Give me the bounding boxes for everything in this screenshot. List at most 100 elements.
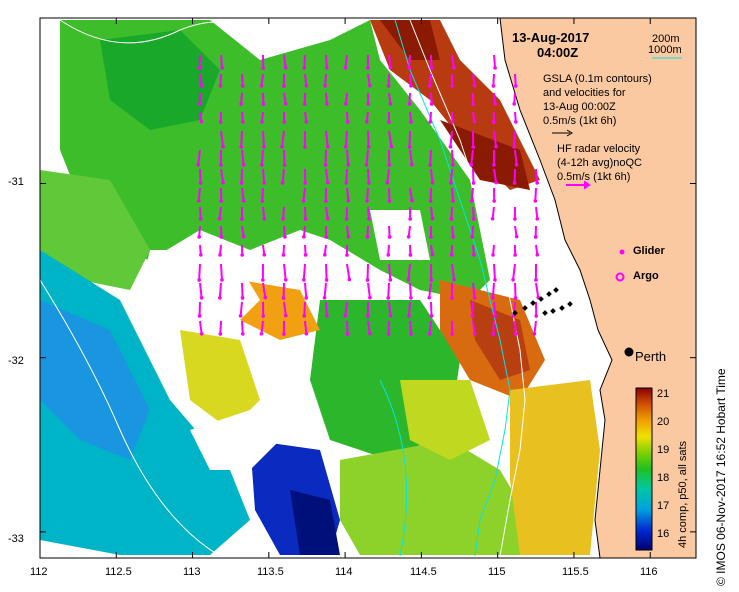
- colorbar-label: 4h comp, p50, all sats: [677, 440, 689, 548]
- velocity-arrowhead: [241, 198, 246, 203]
- velocity-arrow: [346, 187, 350, 201]
- velocity-arrowhead: [471, 217, 476, 221]
- x-tick-label: 113: [183, 566, 201, 578]
- velocity-arrowhead: [218, 296, 222, 300]
- velocity-arrow: [344, 54, 348, 68]
- velocity-arrow: [218, 206, 222, 219]
- velocity-arrow: [220, 54, 224, 68]
- gsla-line1: GSLA (0.1m contours): [543, 73, 652, 85]
- velocity-arrowhead: [451, 235, 455, 239]
- velocity-arrowhead: [301, 278, 306, 282]
- glider-position: [530, 300, 536, 306]
- velocity-arrow: [220, 168, 225, 183]
- velocity-arrow: [451, 263, 456, 280]
- colorbar: [635, 387, 653, 551]
- credit-label: © IMOS 06-Nov-2017 16:52 Hobart Time: [714, 368, 728, 586]
- plot-frame: [39, 17, 697, 559]
- velocity-arrowhead: [343, 65, 348, 70]
- velocity-arrow: [303, 301, 306, 316]
- gsla-scale-arrowhead: [566, 129, 573, 137]
- velocity-arrow: [346, 225, 350, 237]
- velocity-arrow: [199, 168, 202, 184]
- velocity-arrowhead: [513, 217, 517, 221]
- glider-position: [559, 305, 565, 311]
- velocity-arrow: [472, 320, 476, 334]
- velocity-arrowhead: [281, 253, 286, 257]
- glider-legend-marker: [619, 249, 625, 255]
- velocity-arrowhead: [199, 295, 204, 300]
- velocity-arrowhead: [239, 181, 244, 185]
- velocity-arrow: [260, 320, 264, 334]
- velocity-arrowhead: [346, 234, 351, 239]
- velocity-arrowhead: [367, 217, 371, 221]
- velocity-arrow: [344, 130, 348, 147]
- glider-position: [550, 308, 556, 314]
- velocity-arrowhead: [282, 332, 286, 336]
- time-label: 04:00Z: [537, 45, 579, 60]
- velocity-arrowhead: [450, 332, 454, 336]
- glider-position: [567, 301, 573, 307]
- velocity-arrowhead: [430, 252, 435, 257]
- velocity-arrow: [325, 54, 328, 68]
- legend-1000m-label: 1000m: [648, 44, 682, 56]
- velocity-arrow: [493, 54, 497, 68]
- velocity-arrowhead: [282, 163, 287, 167]
- velocity-arrowhead: [368, 295, 372, 300]
- velocity-arrow: [281, 130, 285, 147]
- velocity-arrowhead: [451, 199, 455, 203]
- velocity-arrowhead: [511, 277, 515, 282]
- velocity-arrowhead: [472, 253, 476, 257]
- velocity-arrow: [367, 282, 371, 298]
- velocity-arrowhead: [366, 314, 370, 318]
- velocity-arrowhead: [449, 217, 454, 221]
- velocity-arrowhead: [513, 253, 517, 257]
- velocity-arrow: [513, 130, 516, 147]
- velocity-arrowhead: [491, 84, 496, 88]
- velocity-arrow: [283, 54, 287, 68]
- velocity-arrow: [470, 149, 474, 165]
- velocity-arrowhead: [262, 252, 267, 257]
- velocity-arrow: [472, 206, 475, 219]
- velocity-arrowhead: [302, 314, 307, 318]
- velocity-arrowhead: [196, 162, 201, 167]
- y-tick-label: -31: [8, 176, 24, 188]
- velocity-arrows: [196, 54, 541, 336]
- velocity-arrowhead: [494, 144, 498, 149]
- velocity-arrowhead: [239, 145, 243, 149]
- velocity-arrowhead: [471, 145, 476, 149]
- velocity-arrowhead: [512, 181, 517, 185]
- velocity-arrow: [493, 92, 497, 104]
- velocity-arrow: [451, 149, 454, 165]
- velocity-arrowhead: [345, 120, 350, 124]
- velocity-arrow: [428, 282, 432, 298]
- velocity-arrow: [493, 263, 496, 280]
- velocity-arrowhead: [323, 163, 328, 167]
- velocity-arrowhead: [303, 253, 308, 257]
- velocity-arrowhead: [386, 84, 391, 88]
- velocity-arrowhead: [325, 314, 329, 318]
- velocity-arrowhead: [219, 235, 224, 239]
- velocity-arrowhead: [471, 181, 476, 185]
- velocity-arrowhead: [387, 120, 391, 124]
- velocity-arrow: [365, 149, 369, 165]
- velocity-arrow: [344, 301, 348, 316]
- velocity-arrowhead: [197, 235, 201, 239]
- velocity-arrow: [472, 168, 475, 184]
- velocity-arrow: [262, 282, 267, 298]
- colorbar-tick: 17: [657, 500, 670, 512]
- velocity-arrow: [198, 225, 201, 237]
- velocity-arrow: [493, 168, 498, 183]
- velocity-arrowhead: [218, 120, 223, 124]
- gsla-line2: and velocities for: [543, 87, 626, 99]
- velocity-arrow: [430, 206, 434, 219]
- velocity-arrow: [429, 149, 432, 165]
- velocity-arrow: [428, 320, 432, 334]
- velocity-arrow: [491, 206, 495, 219]
- velocity-arrow: [304, 282, 308, 298]
- velocity-arrow: [239, 301, 243, 316]
- velocity-arrowhead: [218, 253, 222, 257]
- velocity-arrow: [407, 263, 411, 280]
- gsla-line3: 13-Aug 00:00Z: [543, 101, 616, 113]
- glider-position: [512, 310, 518, 316]
- velocity-arrowhead: [388, 278, 393, 282]
